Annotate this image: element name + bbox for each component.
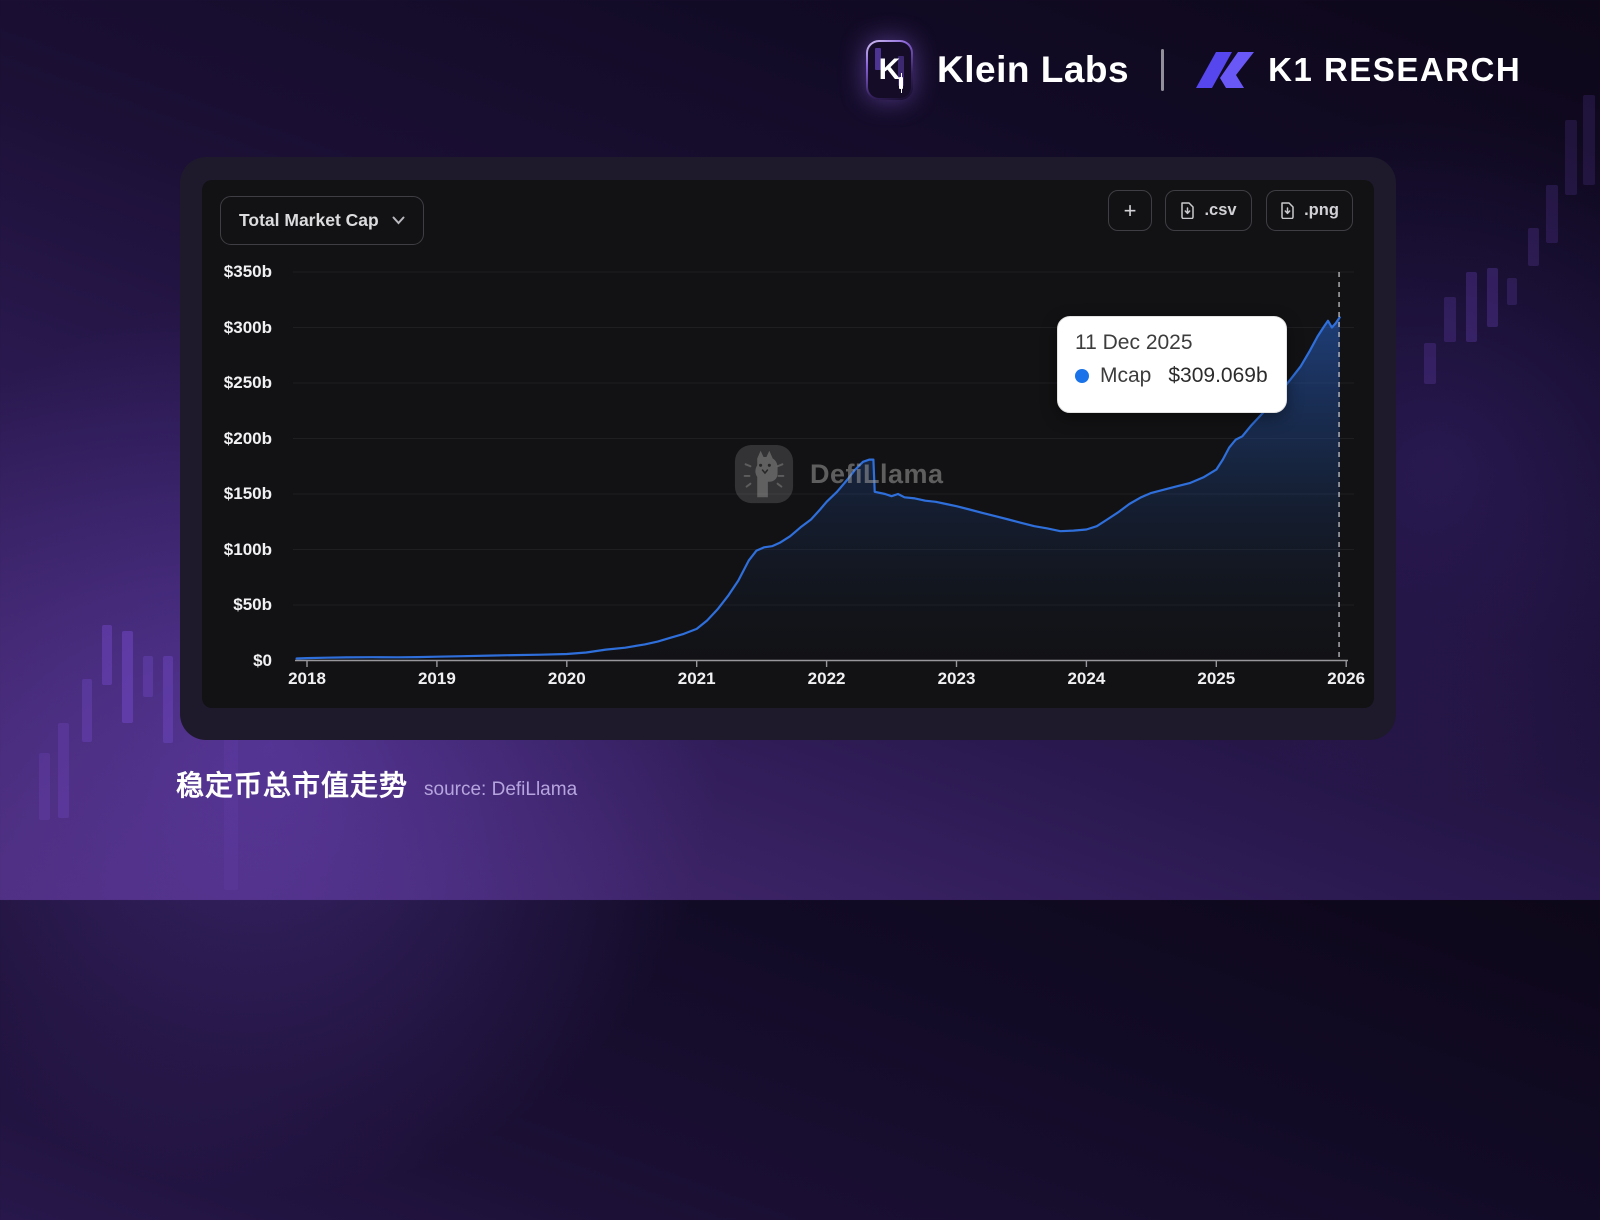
tooltip-value-row: Mcap $309.069b	[1075, 364, 1286, 388]
series-dot-icon	[1075, 369, 1089, 383]
logo-mini-candle-icon	[899, 73, 903, 93]
mcap-area-fill	[296, 317, 1340, 661]
chevron-down-icon	[392, 216, 405, 225]
chart-card: Total Market Cap + .csv .png $350b $300b $…	[180, 157, 1396, 740]
header-divider	[1161, 49, 1165, 91]
tooltip-value: $309.069b	[1168, 364, 1268, 387]
decor-candlestick-bar	[163, 656, 173, 743]
x-axis-label: 2018	[288, 669, 326, 688]
decor-candlestick-bar	[1528, 228, 1539, 266]
y-axis-label: $100b	[223, 539, 272, 559]
x-axis-label: 2022	[807, 669, 846, 688]
decor-candlestick-bar	[143, 656, 153, 697]
decor-candlestick-bar	[1487, 268, 1498, 327]
klein-labs-logo-tile: K	[868, 42, 911, 98]
y-axis-label: $350b	[223, 262, 272, 281]
chart-tooltip: 11 Dec 2025 Mcap $309.069b	[1057, 316, 1287, 413]
x-axis-label: 2021	[677, 669, 716, 688]
x-axis-label: 2020	[547, 669, 586, 688]
add-chart-button[interactable]: +	[1108, 190, 1152, 231]
decor-candlestick-bar	[1583, 95, 1595, 185]
x-axis-label: 2025	[1197, 669, 1236, 688]
decor-candlestick-bar	[1546, 185, 1558, 243]
decor-candlestick-bar	[1507, 278, 1517, 305]
y-axis-label: $200b	[223, 428, 272, 448]
download-file-icon	[1281, 202, 1294, 219]
klein-labs-wordmark: Klein Labs	[937, 49, 1130, 90]
stablecoin-mcap-chart[interactable]	[202, 180, 1374, 708]
export-csv-label: .csv	[1204, 201, 1237, 219]
add-chart-label: +	[1123, 197, 1137, 223]
export-csv-button[interactable]: .csv	[1165, 190, 1252, 231]
export-png-button[interactable]: .png	[1266, 190, 1353, 231]
download-file-icon	[1181, 202, 1195, 219]
series-selector-dropdown[interactable]: Total Market Cap	[220, 196, 424, 245]
chart-panel: Total Market Cap + .csv .png $350b $300b $…	[202, 180, 1374, 708]
series-selector-label: Total Market Cap	[239, 210, 379, 230]
k1-research-wordmark: K1 RESEARCH	[1268, 51, 1522, 88]
caption-source: source: DefiLlama	[424, 779, 578, 800]
logo-candle-icon	[898, 56, 904, 86]
header: K Klein Labs K1 RESEARCH	[866, 40, 1521, 100]
caption: 稳定币总市值走势 source: DefiLlama	[176, 764, 577, 804]
caption-title: 稳定币总市值走势	[176, 770, 409, 801]
klein-logo-letter: K	[878, 53, 901, 86]
y-axis-label: $0	[253, 650, 272, 670]
logo-candle-icon	[875, 48, 881, 70]
y-axis-label: $50b	[233, 595, 272, 614]
y-axis-label: $250b	[223, 373, 272, 392]
tooltip-series-label: Mcap	[1100, 364, 1152, 387]
mcap-line	[295, 316, 1341, 660]
decor-candlestick-bar	[1466, 272, 1477, 342]
x-axis-label: 2026	[1327, 669, 1366, 688]
decor-candlestick-bar	[1444, 297, 1456, 342]
tooltip-date: 11 Dec 2025	[1075, 331, 1193, 354]
x-axis-label: 2024	[1067, 669, 1106, 688]
decor-candlestick-bar	[1565, 120, 1577, 195]
decor-candlestick-bar	[58, 723, 69, 818]
klein-labs-logo: K	[866, 40, 913, 100]
k1-research-logo-icon	[1196, 52, 1255, 88]
decor-candlestick-bar	[102, 625, 112, 685]
decor-candlestick-bar	[122, 631, 133, 723]
decor-candlestick-bar	[39, 753, 50, 820]
x-axis-label: 2023	[937, 669, 976, 688]
y-axis-label: $300b	[223, 317, 272, 337]
export-png-label: .png	[1304, 201, 1339, 219]
y-axis-label: $150b	[223, 484, 272, 503]
x-axis-label: 2019	[417, 669, 456, 688]
decor-candlestick-bar	[1424, 343, 1436, 384]
decor-candlestick-bar	[82, 679, 92, 742]
